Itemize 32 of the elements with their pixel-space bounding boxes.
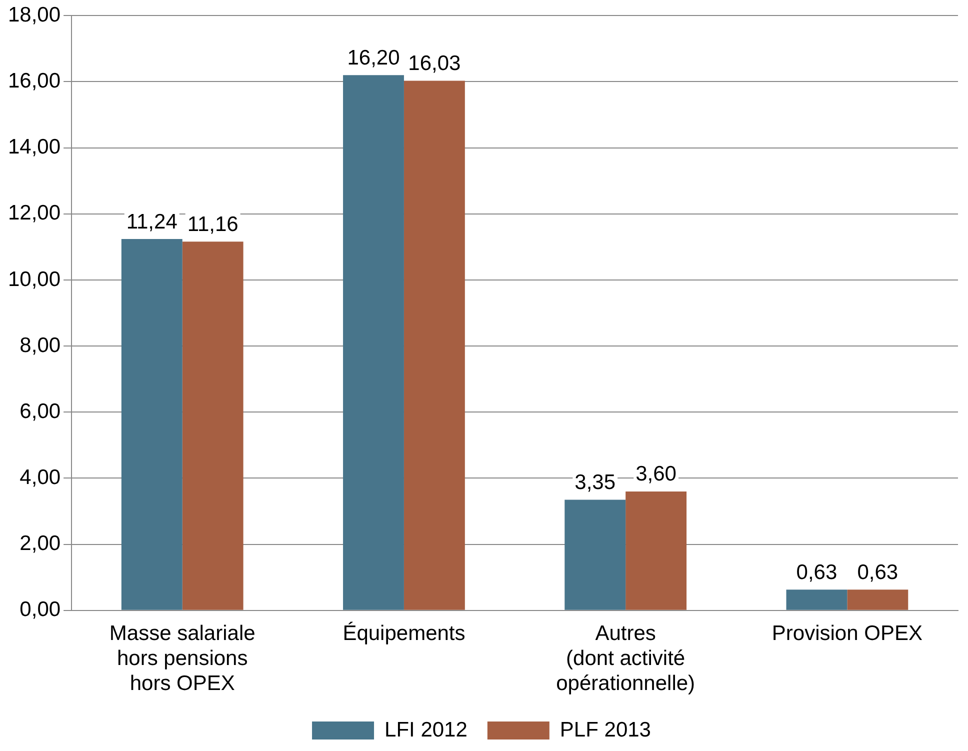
data-label: 3,60 <box>636 462 676 486</box>
y-tick-label: 14,00 <box>8 136 61 159</box>
data-label: 0,63 <box>857 560 898 584</box>
bar <box>121 238 182 610</box>
y-tick-label: 10,00 <box>8 268 61 291</box>
bar <box>847 590 908 610</box>
data-label: 16,20 <box>347 46 400 70</box>
y-tick-label: 12,00 <box>8 202 61 225</box>
y-tick-label: 6,00 <box>20 400 61 423</box>
legend-label: LFI 2012 <box>384 718 468 742</box>
y-tick-label: 16,00 <box>8 69 61 92</box>
y-tick-label: 2,00 <box>20 532 61 556</box>
data-label: 0,63 <box>796 560 838 584</box>
y-tick-label: 8,00 <box>20 334 61 357</box>
data-label: 11,16 <box>187 212 238 236</box>
bar <box>626 491 687 610</box>
data-label: 11,24 <box>126 210 178 234</box>
data-label: 16,03 <box>408 52 461 75</box>
bar <box>786 590 848 610</box>
y-tick-label: 18,00 <box>8 3 61 26</box>
x-tick-label: Équipements <box>342 620 466 645</box>
legend-label: PLF 2013 <box>560 718 651 742</box>
bar <box>404 80 465 610</box>
y-tick-label: 4,00 <box>20 466 61 490</box>
bar <box>182 242 244 610</box>
bar <box>564 500 626 610</box>
data-label: 3,35 <box>574 471 616 494</box>
bar <box>343 75 404 610</box>
x-tick-label: Autres (dont activité opérationnelle) <box>556 622 696 696</box>
y-tick-label: 0,00 <box>20 598 61 622</box>
x-tick-label: Masse salariale hors pensions hors OPEX <box>109 622 256 696</box>
x-tick-label: Provision OPEX <box>772 622 922 645</box>
